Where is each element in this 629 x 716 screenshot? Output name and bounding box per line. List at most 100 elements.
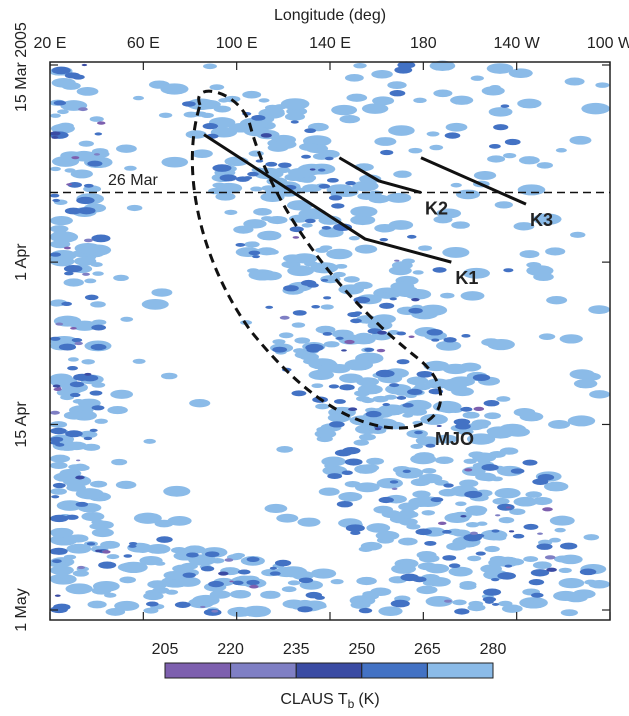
field-patch [174,601,191,608]
field-patch [475,551,486,556]
field-patch [365,410,382,418]
field-patch [120,316,134,322]
field-patch [377,404,406,416]
field-patch [265,161,278,167]
field-patch [265,187,287,196]
colorbar-swatch [164,662,232,679]
field-patch [51,136,59,139]
field-patch [430,497,444,503]
field-patch [323,296,332,300]
field-patch [304,128,317,134]
field-patch [74,242,102,254]
field-patch [564,77,585,86]
field-patch [560,542,578,550]
field-patch [278,162,292,168]
field-patch [442,247,470,258]
field-patch [559,334,583,344]
field-patch [450,95,474,105]
field-patch [51,77,76,88]
field-patch [272,346,288,353]
field-patch [374,427,382,431]
field-patch [163,570,185,580]
field-patch [382,403,391,407]
field-patch [361,103,389,114]
field-patch [51,66,71,75]
field-patch [281,586,297,593]
field-patch [273,139,297,149]
field-patch [283,285,299,292]
field-patch [81,511,105,522]
field-patch [63,278,84,287]
field-patch [246,579,260,586]
field-patch [288,203,301,208]
field-patch [352,180,379,192]
field-patch [315,403,330,410]
field-patch [581,102,611,115]
field-patch [78,430,98,439]
field-patch [380,149,394,156]
field-patch [110,389,134,399]
field-patch [331,329,354,339]
field-patch [506,506,512,509]
field-patch [301,154,311,159]
field-patch [351,334,376,345]
field-patch [124,165,137,171]
field-patch [143,607,159,614]
field-patch [132,358,146,364]
field-patch [77,586,92,592]
field-patch [71,74,85,80]
field-patch [400,559,416,566]
field-patch [66,543,92,554]
field-patch [71,338,83,343]
field-patch [393,170,412,178]
field-patch [141,298,169,310]
field-patch [255,159,264,163]
field-patch [398,518,418,526]
field-patch [350,206,378,218]
field-patch [426,329,443,336]
field-patch [269,566,278,570]
field-patch [89,116,104,122]
field-patch [292,236,300,239]
field-patch [304,261,319,267]
field-patch [497,572,517,580]
field-patch [522,459,538,466]
field-patch [311,383,324,389]
field-patch [304,218,316,224]
field-patch [317,168,326,172]
colorbar-tick-label: 235 [283,641,310,658]
field-patch [437,521,447,526]
field-patch [243,219,267,229]
field-patch [338,491,363,502]
reference-label: 26 Mar [108,172,158,189]
field-patch [429,60,456,71]
field-patch [513,408,536,417]
field-patch [538,333,556,340]
field-patch [291,322,306,328]
field-patch [299,142,319,151]
field-patch [560,609,578,617]
field-patch [462,267,490,279]
field-patch [549,537,561,543]
field-patch [579,568,597,576]
field-patch [499,447,519,455]
field-patch [412,490,431,498]
field-patch [95,549,103,553]
field-patch [378,496,394,504]
field-patch [487,428,514,439]
field-patch [488,107,513,117]
field-patch [113,274,129,282]
field-patch [415,436,435,445]
field-patch [128,541,138,546]
field-patch [320,278,329,282]
field-patch [431,338,440,342]
colorbar-label-main: CLAUS T [280,691,348,708]
field-patch [595,82,610,88]
field-patch [327,177,339,183]
field-patch [460,514,467,518]
x-tick-label: 140 W [494,35,541,52]
field-patch [63,554,77,560]
field-patch [70,169,93,179]
field-patch [341,470,353,475]
field-patch [536,162,553,169]
